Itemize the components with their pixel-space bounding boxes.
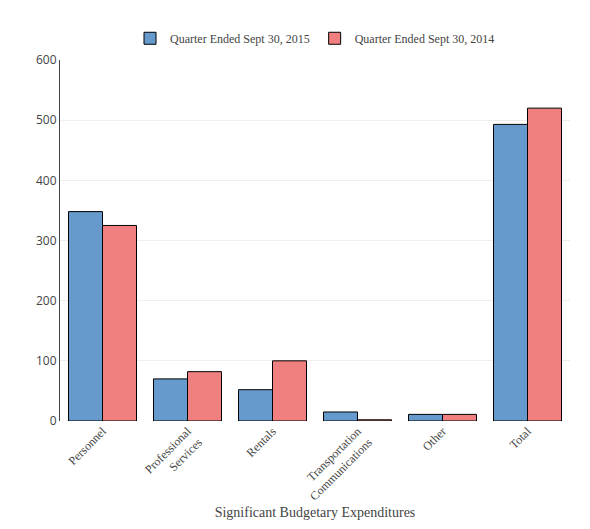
svg-text:600: 600 xyxy=(36,51,57,68)
svg-text:Quarter Ended Sept 30, 2014: Quarter Ended Sept 30, 2014 xyxy=(355,32,495,46)
svg-text:Quarter Ended Sept 30, 2015: Quarter Ended Sept 30, 2015 xyxy=(170,32,310,46)
svg-text:500: 500 xyxy=(36,111,57,128)
svg-text:0: 0 xyxy=(50,412,57,429)
svg-text:400: 400 xyxy=(36,172,57,189)
svg-text:100: 100 xyxy=(36,352,57,369)
svg-text:Rentals: Rentals xyxy=(244,424,280,460)
svg-text:200: 200 xyxy=(36,292,57,309)
svg-text:Significant Budgetary Expendit: Significant Budgetary Expenditures xyxy=(215,505,416,520)
svg-text:Other: Other xyxy=(420,424,449,453)
svg-text:ProfessionalServices: ProfessionalServices xyxy=(142,424,205,487)
svg-text:300: 300 xyxy=(36,232,57,249)
svg-text:Total: Total xyxy=(507,424,535,452)
svg-text:Personnel: Personnel xyxy=(65,424,109,468)
svg-text:TransportationCommunications: TransportationCommunications xyxy=(296,424,375,503)
